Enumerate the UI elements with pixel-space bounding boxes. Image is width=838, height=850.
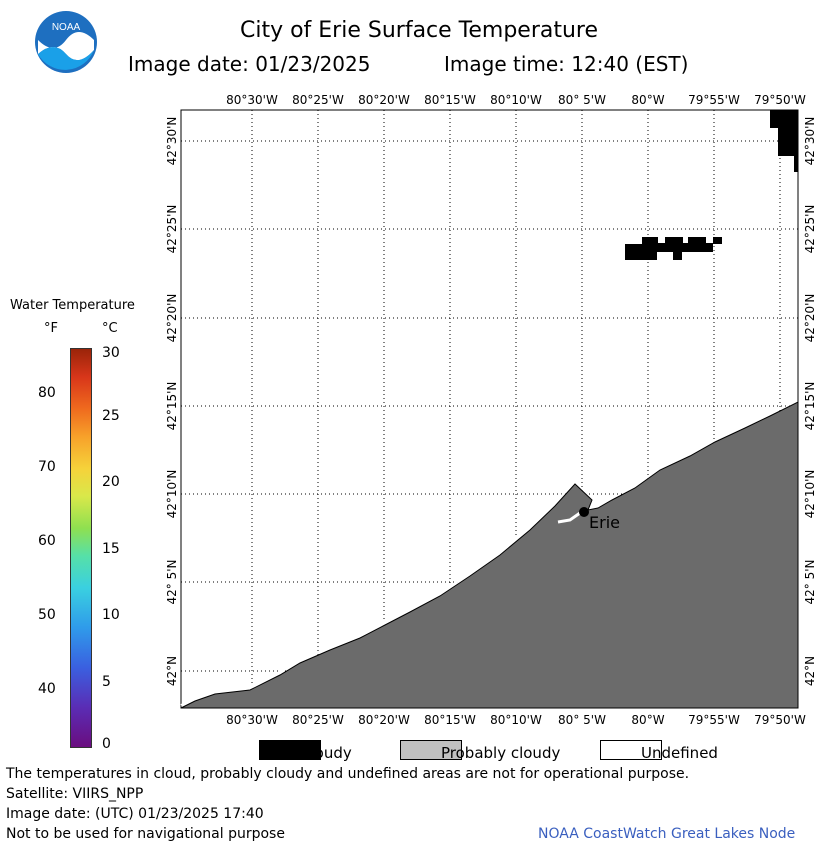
- lon-top-0: 80°30'W: [226, 93, 278, 107]
- lon-top-5: 80° 5'W: [558, 93, 606, 107]
- node-credit: NOAA CoastWatch Great Lakes Node: [538, 826, 796, 842]
- c-tick-20: 20: [102, 474, 120, 490]
- f-tick-80: 80: [38, 385, 56, 401]
- lon-top-6: 80°W: [631, 93, 664, 107]
- probably-cloudy-label: Probably cloudy: [441, 744, 561, 762]
- image-time: Image time: 12:40 (EST): [444, 52, 689, 76]
- lon-bottom-7: 79°55'W: [688, 713, 740, 727]
- unit-celsius: °C: [102, 321, 118, 336]
- lon-top-1: 80°25'W: [292, 93, 344, 107]
- undefined-swatch: [600, 740, 662, 760]
- lon-top-8: 79°50'W: [754, 93, 806, 107]
- lat-right-3: 42°15'N: [803, 382, 817, 431]
- lat-left-0: 42°30'N: [165, 117, 179, 166]
- lat-left-3: 42°15'N: [165, 382, 179, 431]
- city-marker: [579, 507, 589, 517]
- lon-top-4: 80°10'W: [490, 93, 542, 107]
- unit-fahrenheit: °F: [44, 321, 58, 336]
- lon-bottom-1: 80°25'W: [292, 713, 344, 727]
- lat-right-2: 42°20'N: [803, 294, 817, 343]
- lon-bottom-3: 80°15'W: [424, 713, 476, 727]
- c-tick-5: 5: [102, 674, 111, 690]
- lon-top-7: 79°55'W: [688, 93, 740, 107]
- lat-right-4: 42°10'N: [803, 470, 817, 519]
- operational-note: The temperatures in cloud, probably clou…: [6, 766, 690, 782]
- page-title: City of Erie Surface Temperature: [239, 18, 599, 43]
- undefined-label: Undefined: [641, 744, 718, 762]
- lon-top-2: 80°20'W: [358, 93, 410, 107]
- lon-bottom-4: 80°10'W: [490, 713, 542, 727]
- land-area: [180, 401, 799, 709]
- lon-bottom-2: 80°20'W: [358, 713, 410, 727]
- lat-right-0: 42°30'N: [803, 117, 817, 166]
- satellite-info: Satellite: VIIRS_NPP: [6, 786, 144, 802]
- utc-date: Image date: (UTC) 01/23/2025 17:40: [6, 806, 264, 822]
- c-tick-15: 15: [102, 541, 120, 557]
- lon-bottom-5: 80° 5'W: [558, 713, 606, 727]
- f-tick-70: 70: [38, 459, 56, 475]
- cloudy-swatch: [259, 740, 321, 760]
- lon-bottom-8: 79°50'W: [754, 713, 806, 727]
- f-tick-50: 50: [38, 607, 56, 623]
- c-tick-25: 25: [102, 408, 120, 424]
- lon-bottom-6: 80°W: [631, 713, 664, 727]
- c-tick-0: 0: [102, 736, 111, 752]
- navigation-note: Not to be used for navigational purpose: [6, 826, 285, 842]
- lat-right-6: 42°N: [803, 656, 817, 686]
- noaa-logo-text: NOAA: [52, 22, 81, 33]
- lon-bottom-0: 80°30'W: [226, 713, 278, 727]
- city-label: Erie: [589, 513, 620, 532]
- cloudy-label: Cloudy: [300, 744, 352, 762]
- lat-left-2: 42°20'N: [165, 294, 179, 343]
- lat-left-4: 42°10'N: [165, 470, 179, 519]
- lon-top-3: 80°15'W: [424, 93, 476, 107]
- f-tick-40: 40: [38, 681, 56, 697]
- c-tick-10: 10: [102, 607, 120, 623]
- coastline-undefined: [180, 480, 576, 706]
- legend-title: Water Temperature: [10, 298, 135, 313]
- lat-left-5: 42° 5'N: [165, 560, 179, 605]
- noaa-logo: NOAA: [35, 11, 97, 73]
- temperature-colorbar: [70, 348, 92, 748]
- lat-left-6: 42°N: [165, 656, 179, 686]
- lat-right-1: 42°25'N: [803, 205, 817, 254]
- cloud-patches: [625, 110, 798, 260]
- f-tick-60: 60: [38, 533, 56, 549]
- lat-right-5: 42° 5'N: [803, 560, 817, 605]
- image-date: Image date: 01/23/2025: [128, 52, 371, 76]
- probably-cloudy-swatch: [400, 740, 462, 760]
- c-tick-30: 30: [102, 345, 120, 361]
- lat-left-1: 42°25'N: [165, 205, 179, 254]
- harbor-undefined: [557, 511, 581, 524]
